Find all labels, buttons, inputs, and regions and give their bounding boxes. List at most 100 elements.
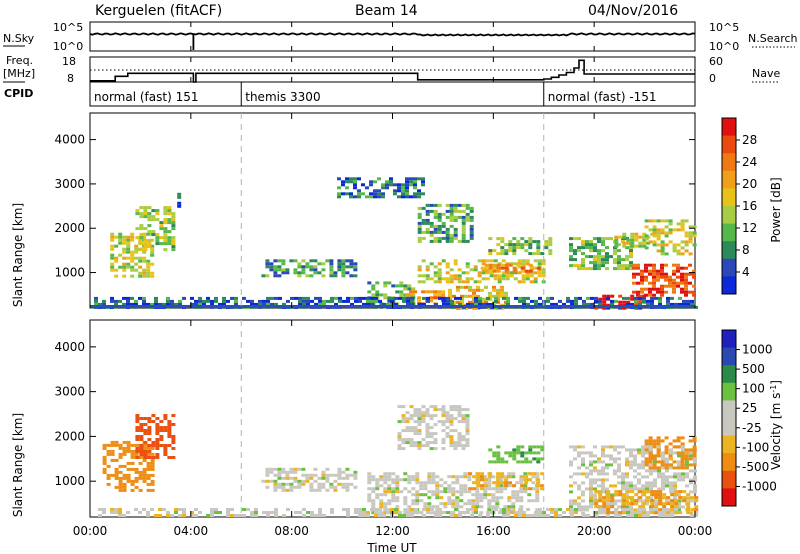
heatmap-cell [410, 508, 414, 511]
heatmap-cell [170, 302, 174, 306]
heatmap-cell [411, 287, 416, 291]
heatmap-cell [150, 274, 155, 278]
heatmap-cell [618, 235, 623, 239]
heatmap-cell [665, 475, 669, 479]
heatmap-cell [333, 473, 338, 477]
heatmap-cell [693, 469, 697, 473]
heatmap-cell [155, 242, 160, 246]
heatmap-cell [362, 302, 366, 306]
heatmap-cell [504, 291, 508, 295]
heatmap-cell [680, 460, 685, 464]
heatmap-cell [665, 460, 669, 464]
heatmap-cell [674, 499, 679, 503]
heatmap-cell [504, 478, 509, 482]
heatmap-cell [126, 299, 130, 303]
heatmap-cell [142, 479, 147, 483]
heatmap-cell [621, 240, 625, 244]
heatmap-cell [630, 238, 635, 242]
heatmap-cell [394, 296, 398, 300]
heatmap-cell [139, 438, 144, 441]
heatmap-cell [419, 499, 424, 503]
heatmap-cell [395, 284, 400, 288]
heatmap-cell [406, 296, 410, 300]
heatmap-cell [399, 281, 404, 285]
heatmap-cell [640, 281, 644, 285]
heatmap-cell [329, 262, 334, 266]
heatmap-cell [417, 212, 422, 216]
heatmap-cell [648, 439, 653, 443]
heatmap-cell [437, 280, 442, 284]
heatmap-cell [492, 269, 497, 273]
heatmap-cell [656, 290, 660, 294]
heatmap-cell [401, 447, 406, 451]
heatmap-cell [640, 269, 644, 273]
heatmap-cell [598, 297, 603, 301]
heatmap-cell [632, 275, 636, 279]
heatmap-cell [533, 277, 538, 281]
colorbar-tick-label: -100 [742, 440, 769, 454]
heatmap-cell [427, 490, 432, 494]
heatmap-cell [155, 209, 160, 213]
heatmap-cell [146, 268, 151, 272]
x-tick-label: 12:00 [375, 524, 410, 538]
heatmap-cell [670, 499, 675, 503]
heatmap-cell [664, 225, 669, 229]
heatmap-cell [601, 445, 605, 449]
heatmap-cell [653, 478, 657, 482]
heatmap-cell [461, 236, 466, 240]
heatmap-cell [690, 514, 694, 517]
heatmap-cell [521, 259, 526, 263]
heatmap-cell [638, 294, 643, 298]
heatmap-cell [562, 302, 566, 306]
heatmap-cell [171, 236, 176, 240]
heatmap-cell [375, 481, 380, 485]
heatmap-cell [536, 266, 541, 270]
heatmap-cell [155, 426, 160, 429]
x-tick-label: 00:00 [678, 524, 713, 538]
heatmap-cell [661, 454, 665, 458]
heatmap-cell [638, 241, 643, 245]
heatmap-cell [642, 490, 647, 494]
heatmap-cell [670, 502, 675, 506]
heatmap-cell [664, 290, 668, 294]
heatmap-cell [469, 233, 474, 237]
heatmap-cell [652, 457, 657, 461]
heatmap-cell [265, 467, 270, 471]
heatmap-cell [293, 470, 298, 474]
heatmap-cell [353, 180, 357, 184]
heatmap-cell [532, 266, 537, 270]
heatmap-cell [664, 284, 668, 288]
heatmap-cell [664, 445, 669, 449]
heatmap-cell [538, 508, 542, 511]
colorbar-tick-label: -25 [742, 421, 762, 435]
heatmap-cell [674, 505, 679, 509]
heatmap-cell [395, 478, 400, 482]
heatmap-cell [171, 224, 176, 228]
heatmap-cell [546, 508, 550, 511]
heatmap-cell [512, 454, 517, 458]
heatmap-cell [601, 490, 605, 494]
heatmap-cell [289, 259, 294, 263]
heatmap-cell [459, 487, 464, 491]
heatmap-cell [633, 460, 637, 464]
heatmap-cell [329, 482, 334, 486]
heatmap-cell [485, 271, 490, 275]
heatmap-cell [318, 511, 322, 514]
heatmap-cell [433, 230, 438, 234]
heatmap-cell [666, 508, 670, 511]
power-ylabel: Slant Range [km] [11, 203, 25, 307]
heatmap-cell [142, 508, 146, 511]
heatmap-cell [496, 445, 501, 449]
heatmap-cell [536, 484, 541, 488]
heatmap-cell [431, 472, 436, 476]
heatmap-cell [684, 249, 689, 253]
heatmap-cell [167, 426, 172, 429]
heatmap-cell [509, 274, 514, 278]
heatmap-cell [644, 263, 648, 267]
heatmap-cell [171, 218, 176, 222]
heatmap-cell [143, 215, 148, 219]
heatmap-cell [151, 215, 156, 219]
heatmap-cell [417, 274, 422, 278]
heatmap-cell [656, 442, 661, 446]
colorbar-swatch [722, 488, 736, 507]
